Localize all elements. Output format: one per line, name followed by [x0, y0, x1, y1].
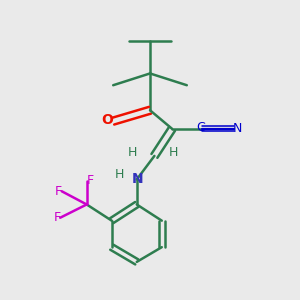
Text: F: F — [87, 174, 94, 188]
Text: N: N — [132, 172, 144, 186]
Text: H: H — [128, 146, 137, 159]
Text: H: H — [169, 146, 178, 159]
Text: F: F — [54, 211, 61, 224]
Text: C: C — [196, 121, 205, 134]
Text: O: O — [101, 113, 113, 127]
Text: H: H — [115, 168, 124, 181]
Text: N: N — [233, 122, 242, 135]
Text: F: F — [55, 185, 62, 198]
